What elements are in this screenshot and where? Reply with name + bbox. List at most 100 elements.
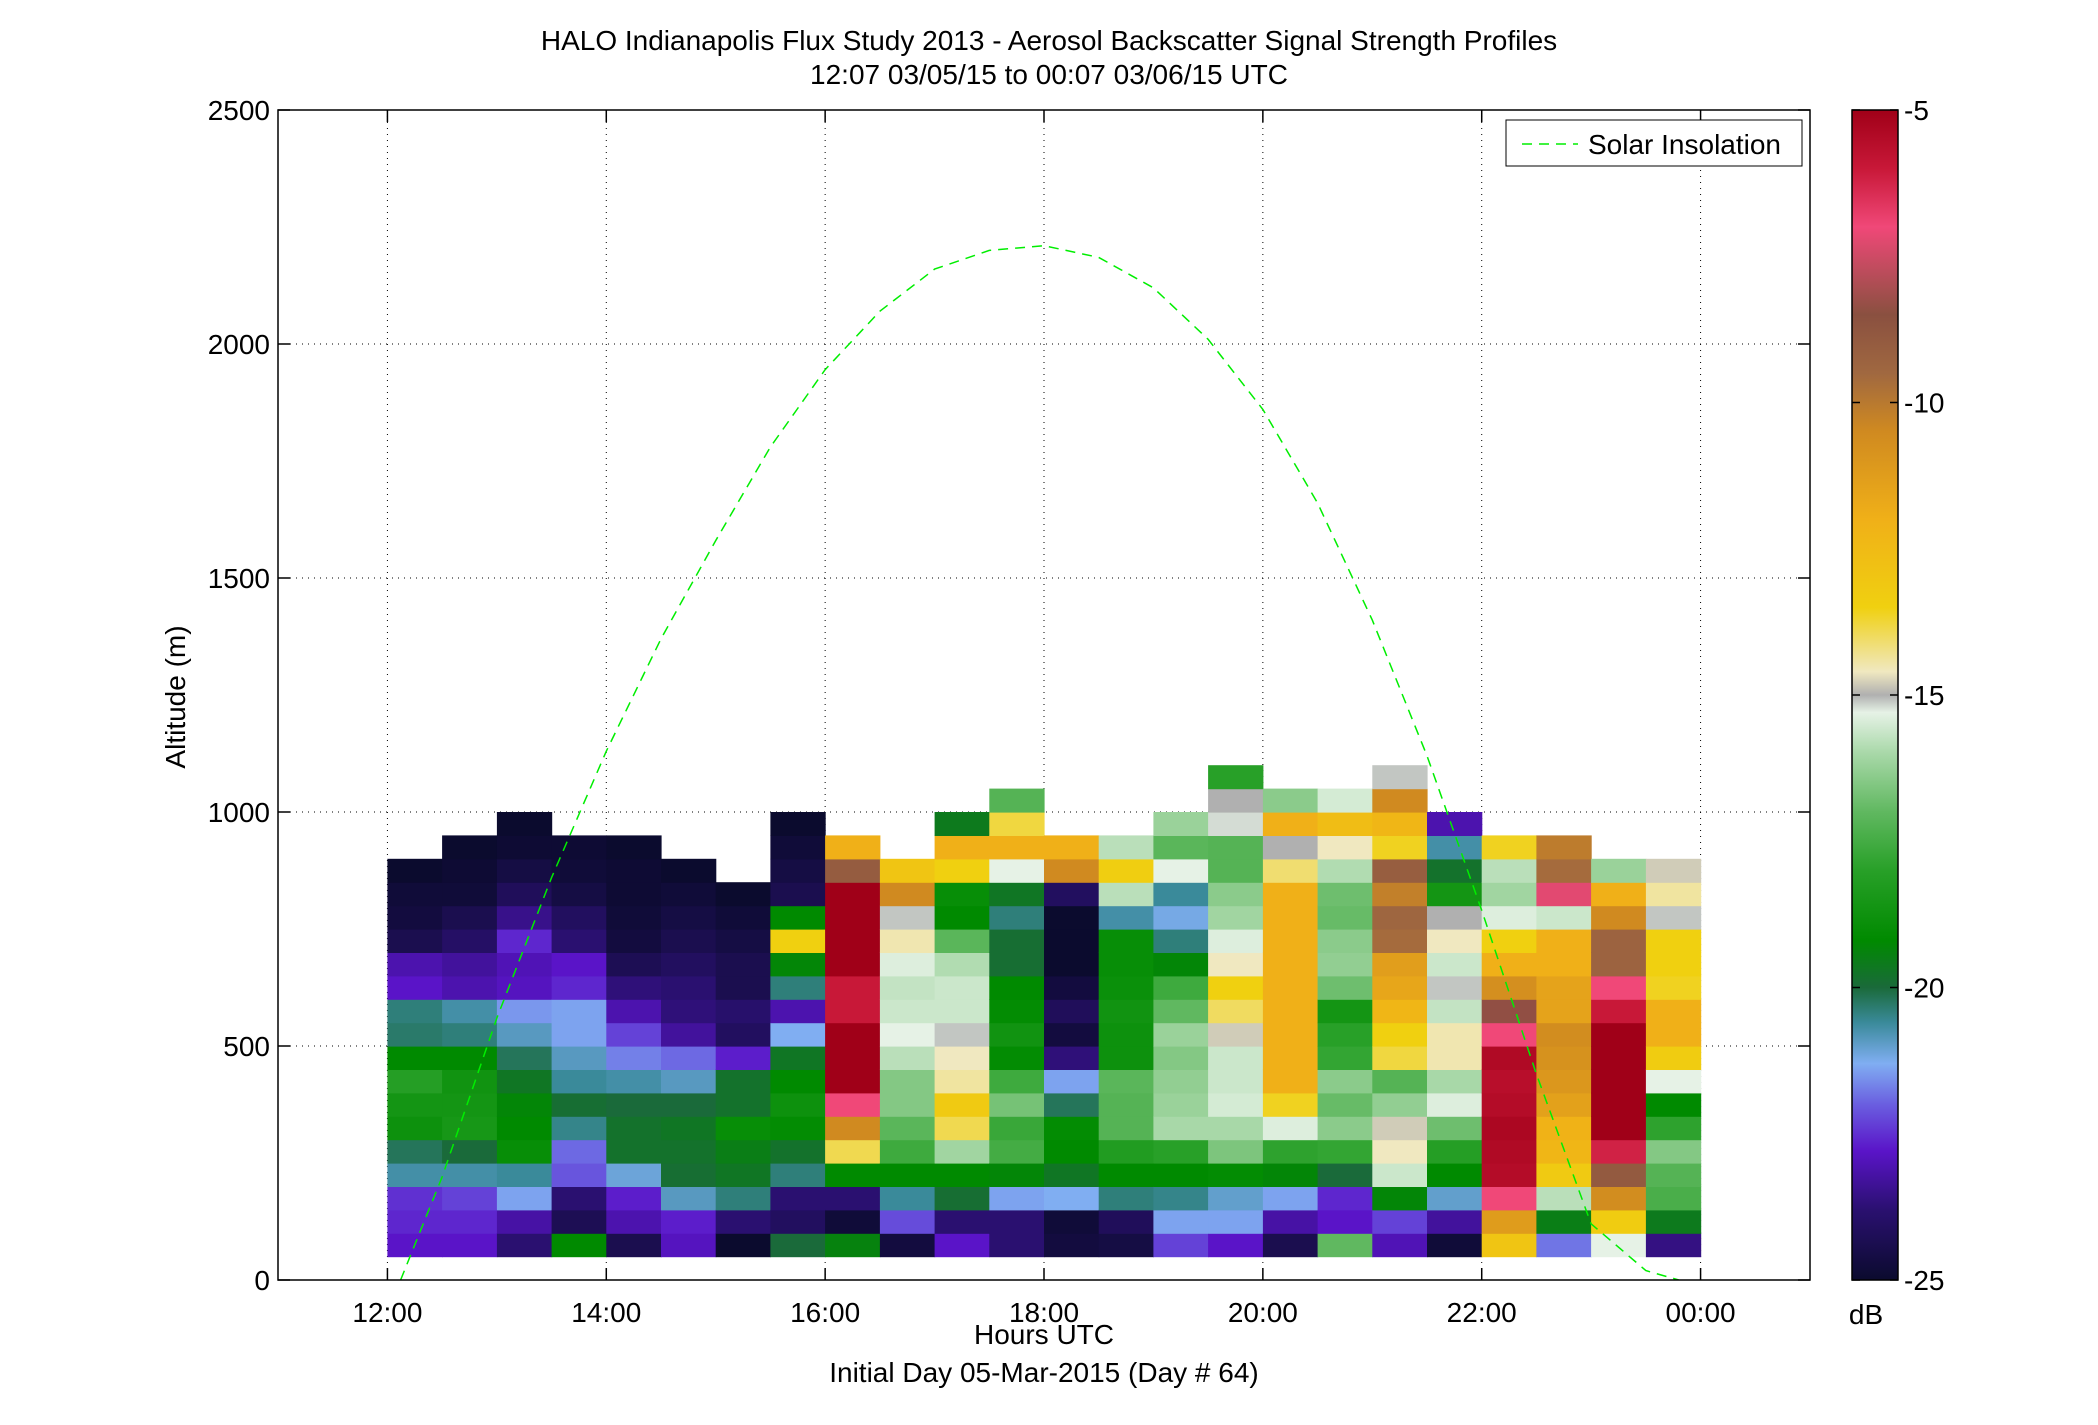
heatmap-cell xyxy=(387,929,443,953)
heatmap-cell xyxy=(1645,1092,1702,1117)
legend-label-solar: Solar Insolation xyxy=(1588,129,1781,160)
heatmap-cell xyxy=(934,1022,990,1047)
heatmap-cell xyxy=(825,835,881,860)
heatmap-cell xyxy=(715,1139,771,1164)
heatmap-cell xyxy=(1536,999,1592,1024)
heatmap-cell xyxy=(879,1022,936,1047)
heatmap-cell xyxy=(442,999,498,1024)
heatmap-cell xyxy=(1372,1209,1428,1234)
heatmap-cell xyxy=(1372,812,1428,836)
heatmap-cell xyxy=(606,905,662,930)
heatmap-cell xyxy=(1098,835,1154,860)
heatmap-cell xyxy=(1262,1092,1319,1117)
heatmap-cell xyxy=(661,1046,717,1070)
colorbar-tick-label: -5 xyxy=(1904,95,1929,126)
heatmap-cell xyxy=(934,975,990,1000)
heatmap-cell xyxy=(661,929,717,953)
heatmap-cell xyxy=(825,999,881,1024)
heatmap-cell xyxy=(1427,952,1483,977)
heatmap-cell xyxy=(387,1186,443,1211)
heatmap-cell xyxy=(825,1116,881,1141)
heatmap-cell xyxy=(825,905,881,930)
heatmap-cell xyxy=(606,1233,662,1258)
heatmap-cell xyxy=(989,905,1045,930)
heatmap-cell xyxy=(989,999,1045,1024)
heatmap-cell xyxy=(1427,858,1483,883)
heatmap-cell xyxy=(1427,1046,1483,1070)
x-axis-label: Hours UTC xyxy=(973,1319,1114,1350)
heatmap-cell xyxy=(1481,1069,1537,1094)
heatmap-cell xyxy=(606,1186,662,1211)
heatmap-cell xyxy=(1044,1233,1100,1258)
heatmap-cell xyxy=(1481,835,1537,860)
heatmap-cell xyxy=(1098,1092,1154,1117)
heatmap-cell xyxy=(825,1069,881,1094)
heatmap-cell xyxy=(606,1163,662,1187)
chart-subtitle: 12:07 03/05/15 to 00:07 03/06/15 UTC xyxy=(810,59,1288,90)
heatmap-cell xyxy=(496,858,553,883)
heatmap-cell xyxy=(879,975,936,1000)
heatmap-cell xyxy=(1372,975,1428,1000)
heatmap-cell xyxy=(1208,905,1264,930)
heatmap-cell xyxy=(934,1069,990,1094)
heatmap-cell xyxy=(1372,835,1428,860)
heatmap-cell xyxy=(387,1209,443,1234)
heatmap-cell xyxy=(606,1116,662,1141)
heatmap-cell xyxy=(1098,952,1154,977)
heatmap-cell xyxy=(1208,1209,1264,1234)
heatmap-cell xyxy=(661,905,717,930)
heatmap-cell xyxy=(442,858,498,883)
heatmap-cell xyxy=(934,1163,990,1187)
heatmap-cell xyxy=(442,1046,498,1070)
heatmap-cell xyxy=(715,1046,771,1070)
heatmap-cell xyxy=(1153,1163,1209,1187)
heatmap-cell xyxy=(1208,929,1264,953)
heatmap-cell xyxy=(715,975,771,1000)
y-tick-label: 1500 xyxy=(208,563,270,594)
heatmap-cell xyxy=(1536,975,1592,1000)
heatmap-cell xyxy=(1591,1163,1647,1187)
heatmap-cell xyxy=(1645,905,1702,930)
heatmap-cell xyxy=(1317,882,1373,907)
heatmap-cell xyxy=(551,952,607,977)
heatmap-cell xyxy=(1262,1046,1319,1070)
heatmap-cell xyxy=(989,882,1045,907)
initial-day-label: Initial Day 05-Mar-2015 (Day # 64) xyxy=(829,1357,1259,1388)
heatmap-cell xyxy=(1591,1046,1647,1070)
heatmap-cell xyxy=(1044,835,1100,860)
heatmap-cell xyxy=(1153,1233,1209,1258)
heatmap-cell xyxy=(1645,1209,1702,1234)
heatmap-cell xyxy=(1153,929,1209,953)
heatmap-cell xyxy=(1317,812,1373,836)
x-axis-ticks: 12:00 14:00 16:00 18:00 20:00 22:00 00:00 xyxy=(352,110,1736,1328)
heatmap-cell xyxy=(1044,1209,1100,1234)
heatmap-cell xyxy=(1208,1233,1264,1258)
heatmap-cell xyxy=(387,1069,443,1094)
heatmap-cell xyxy=(879,1046,936,1070)
heatmap-cell xyxy=(661,1139,717,1164)
heatmap-cell xyxy=(1208,1139,1264,1164)
heatmap-cell xyxy=(934,882,990,907)
heatmap-cell xyxy=(989,1209,1045,1234)
heatmap-cell xyxy=(551,1022,607,1047)
heatmap-cell xyxy=(1262,1186,1319,1211)
heatmap-cell xyxy=(1208,1022,1264,1047)
heatmap-cell xyxy=(934,1186,990,1211)
heatmap-cell xyxy=(715,952,771,977)
heatmap-cell xyxy=(1262,999,1319,1024)
heatmap-cell xyxy=(1317,952,1373,977)
heatmap-cell xyxy=(387,1046,443,1070)
heatmap-cell xyxy=(1262,882,1319,907)
heatmap-cell xyxy=(989,835,1045,860)
heatmap-cell xyxy=(825,1022,881,1047)
heatmap-cell xyxy=(879,882,936,907)
heatmap-cell xyxy=(1317,1209,1373,1234)
heatmap-cell xyxy=(1536,929,1592,953)
heatmap-cell xyxy=(1427,1233,1483,1258)
heatmap-cell xyxy=(1317,999,1373,1024)
heatmap-cell xyxy=(1372,1092,1428,1117)
heatmap-cell xyxy=(442,975,498,1000)
heatmap-cell xyxy=(1536,952,1592,977)
heatmap-cell xyxy=(1098,975,1154,1000)
